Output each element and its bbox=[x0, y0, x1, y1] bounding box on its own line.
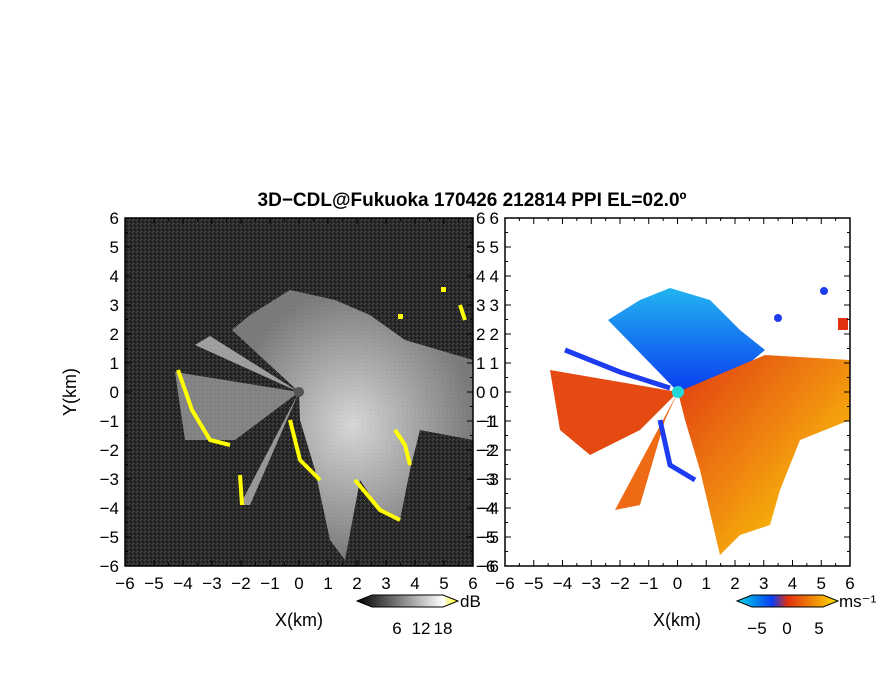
y-tick-label: −5 bbox=[480, 528, 499, 547]
y-tick-label: 5 bbox=[490, 238, 499, 257]
right-colorbar-scale bbox=[735, 594, 840, 608]
left-colorbar-tick: 12 bbox=[412, 619, 431, 638]
y-tick-label: 5 bbox=[110, 238, 119, 257]
y-tick-label: −4 bbox=[100, 499, 119, 518]
x-tick-label: 1 bbox=[702, 574, 711, 593]
x-tick-label: 4 bbox=[788, 574, 797, 593]
chart-title: 3D−CDL@Fukuoka 170426 212814 PPI EL=02.0… bbox=[258, 190, 687, 211]
y-tick-label: −2 bbox=[480, 441, 499, 460]
right-colorbar-tick: 5 bbox=[814, 619, 823, 638]
x-tick-label: 5 bbox=[439, 574, 448, 593]
x-tick-label: 6 bbox=[845, 574, 854, 593]
left-colorbar: 6 12 18 dB bbox=[355, 592, 481, 638]
y-tick-label-right: 5 bbox=[476, 238, 485, 257]
right-x-axis-label: X(km) bbox=[653, 610, 701, 630]
y-tick-label-right: 3 bbox=[476, 296, 485, 315]
x-tick-label: 3 bbox=[381, 574, 390, 593]
y-tick-label: 0 bbox=[110, 383, 119, 402]
x-tick-label: 4 bbox=[410, 574, 419, 593]
y-tick-label: 2 bbox=[490, 325, 499, 344]
left-colorbar-scale bbox=[355, 594, 460, 608]
left-echo-field bbox=[175, 287, 473, 560]
y-tick-label-right: 6 bbox=[476, 209, 485, 228]
y-tick-label: 0 bbox=[490, 383, 499, 402]
left-colorbar-unit: dB bbox=[460, 592, 481, 611]
x-tick-label: −6 bbox=[495, 574, 514, 593]
y-tick-label-right: −1 bbox=[476, 412, 495, 431]
x-tick-label: −3 bbox=[582, 574, 601, 593]
y-tick-label-right: −3 bbox=[476, 470, 495, 489]
left-colorbar-tick: 18 bbox=[434, 619, 453, 638]
y-tick-label: 6 bbox=[110, 209, 119, 228]
right-velocity-field bbox=[550, 287, 850, 555]
y-tick-label: −5 bbox=[100, 528, 119, 547]
y-tick-label: −1 bbox=[100, 412, 119, 431]
left-colorbar-tick: 6 bbox=[392, 619, 401, 638]
x-tick-label: −2 bbox=[231, 574, 250, 593]
y-tick-label: −1 bbox=[480, 412, 499, 431]
x-tick-label: 5 bbox=[817, 574, 826, 593]
y-tick-label: −3 bbox=[480, 470, 499, 489]
right-colorbar-unit: ms⁻¹ bbox=[839, 592, 877, 611]
y-tick-label-right: −2 bbox=[476, 441, 495, 460]
x-tick-label: −6 bbox=[115, 574, 134, 593]
y-tick-label-right: −4 bbox=[476, 499, 495, 518]
x-tick-label: −1 bbox=[639, 574, 658, 593]
right-colorbar-tick: −5 bbox=[747, 619, 766, 638]
right-colorbar-tick: 0 bbox=[782, 619, 791, 638]
x-tick-label: −2 bbox=[610, 574, 629, 593]
x-tick-label: 1 bbox=[323, 574, 332, 593]
left-axis-ticks: −6 −5 −4 −3 −2 −1 0 1 2 3 4 5 66 65 54 43 32 21 10 0−1 −1−2−… bbox=[100, 209, 496, 593]
y-tick-label: 6 bbox=[490, 209, 499, 228]
x-tick-label: 6 bbox=[468, 574, 477, 593]
x-tick-label: −3 bbox=[202, 574, 221, 593]
x-tick-label: −4 bbox=[173, 574, 192, 593]
y-tick-label-right: 0 bbox=[476, 383, 485, 402]
x-tick-label: 0 bbox=[673, 574, 682, 593]
y-tick-label: −4 bbox=[480, 499, 499, 518]
x-tick-label: 2 bbox=[730, 574, 739, 593]
x-tick-label: −5 bbox=[144, 574, 163, 593]
y-tick-label-right: −6 bbox=[476, 557, 495, 576]
y-tick-label: 3 bbox=[110, 296, 119, 315]
left-y-axis-label: Y(km) bbox=[60, 368, 80, 416]
y-tick-label-right: 2 bbox=[476, 325, 485, 344]
x-tick-label: 3 bbox=[759, 574, 768, 593]
x-tick-label: 0 bbox=[294, 574, 303, 593]
y-tick-label-right: 4 bbox=[476, 267, 485, 286]
x-tick-label: −4 bbox=[553, 574, 572, 593]
y-tick-label-right: 1 bbox=[476, 354, 485, 373]
y-tick-label: 4 bbox=[110, 267, 119, 286]
right-colorbar: −5 0 5 ms⁻¹ bbox=[735, 592, 877, 638]
x-tick-label: 2 bbox=[352, 574, 361, 593]
left-panel: −6 −5 −4 −3 −2 −1 0 1 2 3 4 5 66 65 54 43 32 21 10 0−1 −1−2−… bbox=[60, 209, 495, 630]
y-tick-label: −6 bbox=[480, 557, 499, 576]
y-tick-label-right: −5 bbox=[476, 528, 495, 547]
y-tick-label: 1 bbox=[110, 354, 119, 373]
y-tick-label: −6 bbox=[100, 557, 119, 576]
y-tick-label: 4 bbox=[490, 267, 499, 286]
y-tick-label: 1 bbox=[490, 354, 499, 373]
y-tick-label: 3 bbox=[490, 296, 499, 315]
left-x-axis-label: X(km) bbox=[275, 610, 323, 630]
y-tick-label: −2 bbox=[100, 441, 119, 460]
x-tick-label: −1 bbox=[260, 574, 279, 593]
y-tick-label: 2 bbox=[110, 325, 119, 344]
y-tick-label: −3 bbox=[100, 470, 119, 489]
x-tick-label: −5 bbox=[524, 574, 543, 593]
